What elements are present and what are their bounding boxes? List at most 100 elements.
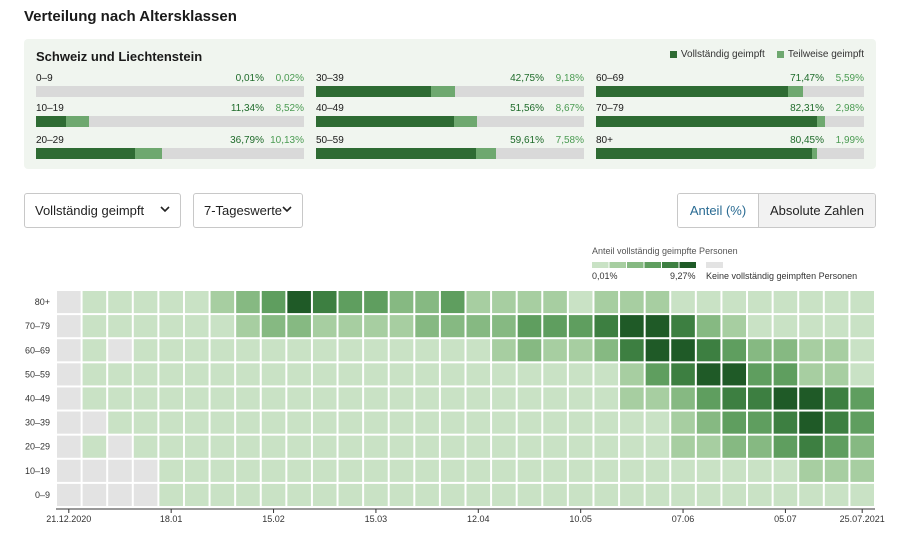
heatmap-cell[interactable] (517, 291, 542, 314)
heatmap-cell[interactable] (440, 483, 465, 506)
heatmap-cell[interactable] (184, 435, 209, 458)
toggle-absolute-button[interactable]: Absolute Zahlen (759, 194, 875, 227)
heatmap-cell[interactable] (671, 411, 695, 434)
heatmap-cell[interactable] (133, 411, 158, 434)
heatmap-cell[interactable] (57, 483, 81, 506)
heatmap-cell[interactable] (696, 339, 721, 362)
heatmap-cell[interactable] (184, 363, 209, 386)
heatmap-cell[interactable] (773, 291, 798, 314)
heatmap-cell[interactable] (159, 459, 183, 482)
heatmap-cell[interactable] (210, 291, 235, 314)
heatmap-cell[interactable] (850, 483, 874, 506)
heatmap-cell[interactable] (748, 435, 772, 458)
heatmap-cell[interactable] (261, 435, 286, 458)
heatmap-cell[interactable] (236, 315, 260, 338)
heatmap-cell[interactable] (440, 459, 465, 482)
heatmap-cell[interactable] (620, 459, 644, 482)
heatmap-cell[interactable] (517, 387, 542, 410)
heatmap-cell[interactable] (645, 339, 670, 362)
heatmap-cell[interactable] (261, 483, 286, 506)
heatmap-cell[interactable] (440, 363, 465, 386)
heatmap-cell[interactable] (261, 291, 286, 314)
heatmap-cell[interactable] (517, 483, 542, 506)
heatmap-cell[interactable] (184, 459, 209, 482)
heatmap-cell[interactable] (466, 435, 491, 458)
heatmap-cell[interactable] (210, 483, 235, 506)
heatmap-cell[interactable] (773, 387, 798, 410)
heatmap-cell[interactable] (568, 387, 593, 410)
heatmap-cell[interactable] (722, 459, 747, 482)
heatmap-cell[interactable] (338, 339, 363, 362)
heatmap-cell[interactable] (133, 387, 158, 410)
toggle-share-button[interactable]: Anteil (%) (678, 194, 759, 227)
heatmap-cell[interactable] (645, 387, 670, 410)
heatmap-cell[interactable] (799, 387, 823, 410)
heatmap-cell[interactable] (773, 363, 798, 386)
heatmap-cell[interactable] (620, 363, 644, 386)
heatmap-cell[interactable] (338, 483, 363, 506)
heatmap-cell[interactable] (389, 315, 414, 338)
heatmap-cell[interactable] (748, 459, 772, 482)
heatmap-cell[interactable] (108, 459, 132, 482)
heatmap-cell[interactable] (210, 315, 235, 338)
heatmap-cell[interactable] (159, 435, 183, 458)
heatmap-cell[interactable] (261, 387, 286, 410)
heatmap-cell[interactable] (722, 387, 747, 410)
heatmap-cell[interactable] (620, 291, 644, 314)
heatmap-cell[interactable] (261, 363, 286, 386)
heatmap-cell[interactable] (312, 411, 337, 434)
heatmap-cell[interactable] (799, 459, 823, 482)
heatmap-cell[interactable] (748, 315, 772, 338)
heatmap-cell[interactable] (568, 315, 593, 338)
heatmap-cell[interactable] (389, 483, 414, 506)
heatmap-cell[interactable] (850, 291, 874, 314)
heatmap-cell[interactable] (364, 291, 388, 314)
heatmap-cell[interactable] (517, 315, 542, 338)
heatmap-cell[interactable] (543, 435, 567, 458)
heatmap-cell[interactable] (312, 363, 337, 386)
heatmap-cell[interactable] (671, 483, 695, 506)
heatmap-cell[interactable] (364, 411, 388, 434)
heatmap-cell[interactable] (645, 291, 670, 314)
heatmap-cell[interactable] (492, 459, 516, 482)
heatmap-cell[interactable] (696, 387, 721, 410)
heatmap-cell[interactable] (517, 459, 542, 482)
heatmap-cell[interactable] (389, 363, 414, 386)
heatmap-cell[interactable] (850, 459, 874, 482)
heatmap-cell[interactable] (466, 291, 491, 314)
heatmap-cell[interactable] (108, 315, 132, 338)
heatmap-cell[interactable] (568, 291, 593, 314)
heatmap-cell[interactable] (722, 291, 747, 314)
heatmap-cell[interactable] (543, 339, 567, 362)
heatmap-cell[interactable] (850, 315, 874, 338)
heatmap-cell[interactable] (57, 459, 81, 482)
heatmap-cell[interactable] (82, 291, 107, 314)
heatmap-cell[interactable] (824, 363, 849, 386)
heatmap-cell[interactable] (722, 363, 747, 386)
heatmap-cell[interactable] (645, 483, 670, 506)
heatmap-cell[interactable] (415, 339, 439, 362)
heatmap-cell[interactable] (773, 339, 798, 362)
heatmap-cell[interactable] (57, 411, 81, 434)
heatmap-cell[interactable] (287, 459, 311, 482)
status-select[interactable]: Vollständig geimpft (24, 193, 181, 228)
heatmap-cell[interactable] (466, 483, 491, 506)
heatmap-cell[interactable] (799, 315, 823, 338)
heatmap-cell[interactable] (722, 435, 747, 458)
heatmap-cell[interactable] (82, 363, 107, 386)
heatmap-cell[interactable] (748, 291, 772, 314)
heatmap-cell[interactable] (415, 315, 439, 338)
heatmap-cell[interactable] (594, 483, 619, 506)
heatmap-cell[interactable] (671, 315, 695, 338)
period-select[interactable]: 7-Tageswerte (193, 193, 303, 228)
heatmap-cell[interactable] (773, 483, 798, 506)
heatmap-cell[interactable] (338, 315, 363, 338)
heatmap-cell[interactable] (620, 315, 644, 338)
heatmap-cell[interactable] (645, 459, 670, 482)
heatmap-cell[interactable] (364, 387, 388, 410)
heatmap-cell[interactable] (671, 435, 695, 458)
heatmap-cell[interactable] (773, 315, 798, 338)
heatmap-cell[interactable] (440, 315, 465, 338)
heatmap-cell[interactable] (287, 315, 311, 338)
heatmap-cell[interactable] (440, 435, 465, 458)
